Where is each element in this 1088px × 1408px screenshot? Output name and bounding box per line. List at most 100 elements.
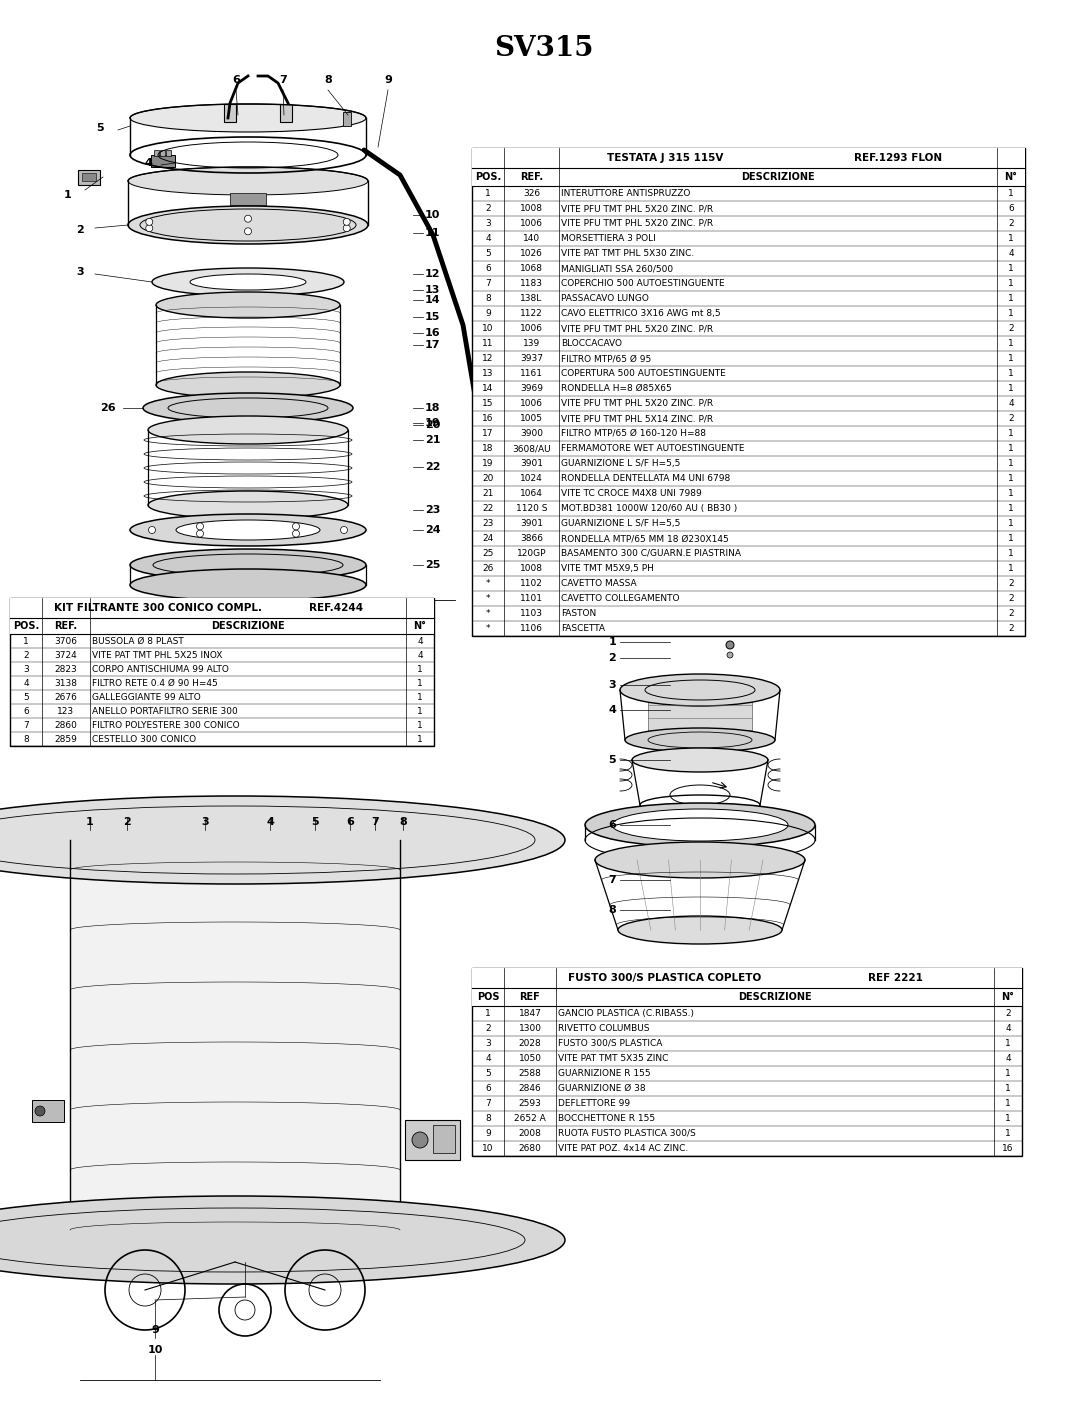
Text: 6: 6 xyxy=(485,265,491,273)
Text: 5: 5 xyxy=(485,1069,491,1079)
Ellipse shape xyxy=(143,393,353,422)
Text: 2: 2 xyxy=(485,204,491,213)
Text: 1: 1 xyxy=(1009,189,1014,199)
Text: 3866: 3866 xyxy=(520,534,543,543)
Text: VITE TC CROCE M4X8 UNI 7989: VITE TC CROCE M4X8 UNI 7989 xyxy=(561,489,702,498)
Text: 1: 1 xyxy=(1009,429,1014,438)
Text: CORPO ANTISCHIUMA 99 ALTO: CORPO ANTISCHIUMA 99 ALTO xyxy=(92,665,228,673)
Ellipse shape xyxy=(620,674,780,705)
Text: 2588: 2588 xyxy=(519,1069,542,1079)
Text: 1: 1 xyxy=(417,693,423,701)
Text: VITE PFU TMT PHL 5X20 ZINC. P/R: VITE PFU TMT PHL 5X20 ZINC. P/R xyxy=(561,324,713,334)
Text: 16: 16 xyxy=(1002,1143,1014,1153)
Text: 2: 2 xyxy=(76,225,84,235)
Text: 2: 2 xyxy=(1009,624,1014,634)
Text: 1: 1 xyxy=(1009,489,1014,498)
Circle shape xyxy=(343,218,350,225)
Text: 1006: 1006 xyxy=(520,324,543,334)
Text: 17: 17 xyxy=(425,339,441,351)
Text: *: * xyxy=(485,594,491,603)
Circle shape xyxy=(245,215,251,222)
Text: N°: N° xyxy=(1001,993,1014,1002)
Text: 1106: 1106 xyxy=(520,624,543,634)
Text: 24: 24 xyxy=(425,525,441,535)
Text: 1: 1 xyxy=(23,636,29,645)
Text: GUARNIZIONE L S/F H=5,5: GUARNIZIONE L S/F H=5,5 xyxy=(561,520,680,528)
Text: 1: 1 xyxy=(417,707,423,715)
Ellipse shape xyxy=(128,168,368,194)
Text: VITE PFU TMT PHL 5X20 ZINC. P/R: VITE PFU TMT PHL 5X20 ZINC. P/R xyxy=(561,204,713,213)
Text: 123: 123 xyxy=(58,707,75,715)
Text: BUSSOLA Ø 8 PLAST: BUSSOLA Ø 8 PLAST xyxy=(92,636,184,645)
Text: 1: 1 xyxy=(1005,1069,1011,1079)
Bar xyxy=(320,404,332,413)
Ellipse shape xyxy=(625,728,775,752)
Text: GUARNIZIONE L S/F H=5,5: GUARNIZIONE L S/F H=5,5 xyxy=(561,459,680,467)
Text: 1847: 1847 xyxy=(519,1010,542,1018)
Text: 3901: 3901 xyxy=(520,520,543,528)
Text: 6: 6 xyxy=(346,817,354,826)
Text: 1: 1 xyxy=(1005,1114,1011,1124)
Text: N°: N° xyxy=(413,621,426,631)
Ellipse shape xyxy=(618,917,782,943)
Text: *: * xyxy=(485,579,491,589)
Text: 1: 1 xyxy=(1009,279,1014,289)
Ellipse shape xyxy=(156,291,339,318)
Text: 15: 15 xyxy=(482,398,494,408)
Text: FILTRO RETE 0.4 Ø 90 H=45: FILTRO RETE 0.4 Ø 90 H=45 xyxy=(92,679,218,687)
Text: 1122: 1122 xyxy=(520,308,543,318)
Text: 1008: 1008 xyxy=(520,565,543,573)
Text: 3: 3 xyxy=(23,665,29,673)
Circle shape xyxy=(412,1132,428,1148)
Bar xyxy=(154,151,159,156)
Text: 1: 1 xyxy=(1009,339,1014,348)
Text: REF 2221: REF 2221 xyxy=(868,973,923,983)
Text: POS: POS xyxy=(477,993,499,1002)
Text: 2: 2 xyxy=(1009,220,1014,228)
Text: 1: 1 xyxy=(608,636,616,648)
Text: 1300: 1300 xyxy=(519,1024,542,1033)
Text: *: * xyxy=(485,610,491,618)
Text: 2676: 2676 xyxy=(54,693,77,701)
Text: 9: 9 xyxy=(384,75,392,84)
Bar xyxy=(32,1100,64,1122)
Text: BOCCHETTONE R 155: BOCCHETTONE R 155 xyxy=(558,1114,655,1124)
Text: POS.: POS. xyxy=(474,172,502,182)
Text: 5: 5 xyxy=(311,817,319,826)
Text: 2: 2 xyxy=(608,653,616,663)
Ellipse shape xyxy=(148,415,348,444)
Ellipse shape xyxy=(611,810,788,841)
Text: 4: 4 xyxy=(1009,398,1014,408)
Bar xyxy=(151,155,175,168)
Text: COPERTURA 500 AUTOESTINGUENTE: COPERTURA 500 AUTOESTINGUENTE xyxy=(561,369,726,377)
Text: 1120 S: 1120 S xyxy=(516,504,547,513)
Text: 11: 11 xyxy=(425,228,441,238)
Text: 11: 11 xyxy=(482,339,494,348)
Text: FASCETTA: FASCETTA xyxy=(561,624,605,634)
Text: 10: 10 xyxy=(482,324,494,334)
Text: 1: 1 xyxy=(1009,534,1014,543)
Text: 26: 26 xyxy=(482,565,494,573)
Text: FILTRO POLYESTERE 300 CONICO: FILTRO POLYESTERE 300 CONICO xyxy=(92,721,239,729)
Text: 1: 1 xyxy=(417,735,423,743)
Text: CAVO ELETTRICO 3X16 AWG mt 8,5: CAVO ELETTRICO 3X16 AWG mt 8,5 xyxy=(561,308,720,318)
Text: 1: 1 xyxy=(1005,1039,1011,1048)
Text: 3937: 3937 xyxy=(520,353,543,363)
Bar xyxy=(472,988,1022,1005)
Text: DESCRIZIONE: DESCRIZIONE xyxy=(211,621,285,631)
Text: GANCIO PLASTICA (C.RIBASS.): GANCIO PLASTICA (C.RIBASS.) xyxy=(558,1010,694,1018)
Text: SV315: SV315 xyxy=(494,35,594,62)
Ellipse shape xyxy=(128,206,368,244)
Text: 3: 3 xyxy=(201,817,209,826)
Bar xyxy=(10,598,434,746)
Text: 3706: 3706 xyxy=(54,636,77,645)
Bar xyxy=(472,969,1022,1156)
Circle shape xyxy=(35,1107,45,1117)
Text: 25: 25 xyxy=(425,560,441,570)
Text: 5: 5 xyxy=(96,122,103,132)
Text: 4: 4 xyxy=(1005,1055,1011,1063)
Text: 1183: 1183 xyxy=(520,279,543,289)
Text: REF.4244: REF.4244 xyxy=(309,603,363,612)
Ellipse shape xyxy=(129,104,366,132)
Text: 1: 1 xyxy=(64,190,72,200)
